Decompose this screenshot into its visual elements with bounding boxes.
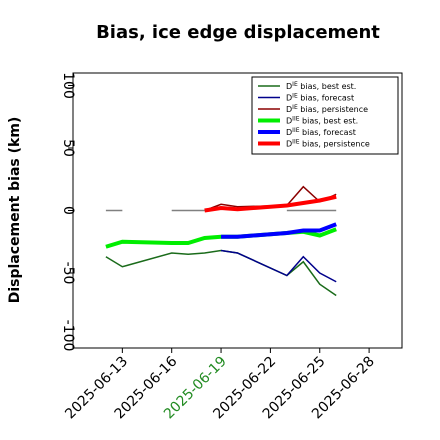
y-tick-label: 100 [60,72,76,99]
series-line [220,249,337,283]
legend-label: DIIE bias, best est. [286,116,358,126]
legend-label: DIE bias, forecast [286,93,354,103]
y-axis-label: Displacement bias (km) [7,117,23,304]
chart-title: Bias, ice edge displacement [96,22,380,43]
legend-label: DIE bias, best est. [286,81,356,91]
y-tick-label: -50 [60,262,76,285]
y-tick-label: -100 [60,320,76,352]
legend-label: DIIE bias, persistence [286,139,370,149]
y-tick-label: 50 [60,139,76,157]
legend: DIE bias, best est. DIE bias, forecastDIE… [251,76,399,155]
legend-box [251,76,399,155]
y-tick-label: 0 [60,206,76,215]
series-line [204,194,337,213]
series-line [105,249,337,297]
legend-label: DIE bias, persistence [286,104,368,114]
legend-label: DIIE bias, forecast [286,127,356,137]
series-line [221,222,337,239]
